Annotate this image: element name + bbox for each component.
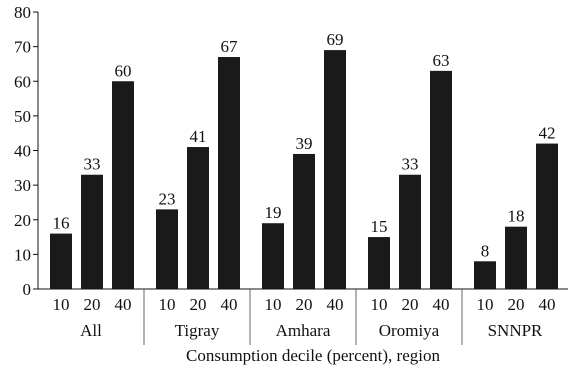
y-tick-label: 60	[14, 72, 31, 91]
bar-value-label: 60	[115, 61, 132, 80]
bar	[262, 223, 284, 289]
bar-value-label: 69	[327, 30, 344, 49]
y-tick-label: 30	[14, 176, 31, 195]
group-label: Oromiya	[379, 321, 440, 340]
bar	[474, 261, 496, 289]
y-tick-label: 50	[14, 107, 31, 126]
bar	[324, 50, 346, 290]
bar	[536, 143, 558, 289]
x-tick-label: 20	[84, 295, 101, 314]
group-label: All	[80, 321, 102, 340]
y-tick-label: 10	[14, 245, 31, 264]
group-label: Tigray	[175, 321, 220, 340]
x-tick-label: 40	[327, 295, 344, 314]
y-tick-label: 70	[14, 38, 31, 57]
bar-value-label: 42	[539, 124, 556, 143]
x-tick-label: 20	[508, 295, 525, 314]
bar	[218, 57, 240, 290]
x-tick-label: 10	[53, 295, 70, 314]
x-tick-label: 20	[402, 295, 419, 314]
bar	[505, 226, 527, 289]
x-tick-label: 10	[371, 295, 388, 314]
bar	[81, 174, 103, 289]
x-tick-label: 40	[539, 295, 556, 314]
bar-value-label: 41	[190, 127, 207, 146]
x-axis-title: Consumption decile (percent), region	[186, 346, 440, 365]
bars: 16 33 60 23 41 67 19 39 69 15 33 63 8 18 42	[50, 30, 558, 290]
bar-value-label: 8	[481, 241, 490, 260]
x-tick-label: 10	[477, 295, 494, 314]
bar	[399, 174, 421, 289]
bar-value-label: 33	[84, 155, 101, 174]
bar-value-label: 23	[159, 189, 176, 208]
bar	[430, 70, 452, 289]
bar	[112, 81, 134, 289]
x-tick-label: 10	[159, 295, 176, 314]
bar	[156, 209, 178, 289]
bar-value-label: 15	[371, 217, 388, 236]
bar-value-label: 19	[265, 203, 282, 222]
bar-value-label: 63	[433, 51, 450, 70]
y-tick-label: 80	[14, 3, 31, 22]
bar-value-label: 33	[402, 155, 419, 174]
bar-value-label: 67	[221, 37, 239, 56]
bar-value-label: 39	[296, 134, 313, 153]
bar	[368, 237, 390, 289]
group-label: SNNPR	[488, 321, 543, 340]
y-tick-label: 40	[14, 142, 31, 161]
y-tick-label: 0	[23, 280, 32, 299]
bar	[187, 147, 209, 289]
x-tick-label: 40	[221, 295, 238, 314]
x-tick-label: 20	[296, 295, 313, 314]
bar-value-label: 18	[508, 207, 525, 226]
y-tick-label: 20	[14, 211, 31, 230]
x-tick-label: 20	[190, 295, 207, 314]
y-axis: 0 10 20 30 40 50 60 70 80	[14, 3, 39, 299]
x-tick-label: 10	[265, 295, 282, 314]
x-tick-label: 40	[433, 295, 450, 314]
bar	[293, 153, 315, 289]
bar	[50, 233, 72, 289]
bar-value-label: 16	[53, 214, 70, 233]
x-tick-label: 40	[115, 295, 132, 314]
group-label: Amhara	[276, 321, 331, 340]
